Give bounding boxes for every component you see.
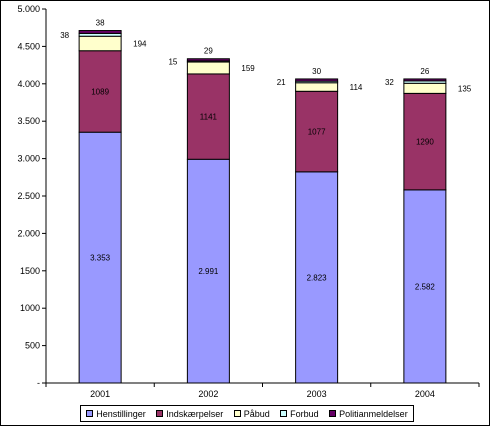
bar-segment (295, 171, 339, 384)
legend-item: Påbud (233, 408, 270, 419)
chart-legend: Henstillinger Indskærpelser Påbud Forbud… (80, 405, 414, 422)
legend-swatch (156, 410, 164, 417)
legend-label: Forbud (290, 408, 319, 419)
data-label: 159 (241, 64, 255, 73)
x-tick-label: 2002 (198, 389, 218, 399)
y-tick-label: 500 (25, 341, 40, 351)
data-label: 2.823 (307, 273, 328, 282)
legend-item: Henstillinger (86, 409, 146, 419)
legend-label: Henstillinger (96, 408, 146, 419)
legend-swatch (233, 410, 241, 417)
data-label: 21 (277, 78, 286, 87)
data-label: 3.353 (90, 254, 111, 263)
legend-item: Politianmeldelser (329, 409, 408, 419)
data-label: 29 (204, 47, 213, 56)
bar-segment (78, 30, 122, 34)
bar-segment (403, 82, 447, 94)
data-label: 1141 (200, 113, 218, 122)
legend-item: Indskærpelser (156, 409, 223, 419)
y-tick-label: 1500 (20, 266, 40, 276)
data-label: 1077 (308, 128, 326, 137)
bar-segment (186, 58, 230, 62)
data-label: 15 (168, 57, 177, 66)
data-label: 1290 (416, 138, 434, 147)
data-label: 135 (458, 84, 472, 93)
data-label: 38 (60, 31, 69, 40)
y-tick-label: 4.500 (17, 41, 40, 51)
data-label: 114 (350, 83, 363, 92)
data-label: 1089 (91, 87, 109, 96)
legend-swatch (280, 410, 288, 417)
y-tick-label: 3.000 (17, 154, 40, 164)
data-label: 194 (133, 39, 147, 48)
bar-segment (295, 78, 339, 82)
bar-segment (403, 92, 447, 191)
x-tick-label: 2004 (415, 389, 435, 399)
chart-plot: - 500 1000 1500 2.000 2.500 3.000 3.500 4.000 4.5… (17, 4, 480, 399)
bar-segment (403, 189, 447, 384)
bar-segment (295, 82, 339, 92)
bar-segment (403, 78, 447, 82)
data-label: 32 (385, 78, 394, 87)
data-label: 2.991 (198, 267, 219, 276)
x-tick-label: 2001 (90, 389, 110, 399)
legend-label: Politianmeldelser (339, 408, 408, 419)
y-tick-label: 5.000 (17, 4, 40, 14)
data-label: 2.582 (415, 282, 436, 291)
data-label: 38 (96, 19, 105, 28)
y-tick-label: 1000 (20, 303, 40, 313)
legend-swatch (329, 410, 337, 417)
y-tick-label: 2.500 (17, 191, 40, 201)
y-tick-label: 4.000 (17, 79, 40, 89)
bar-segment (78, 35, 122, 52)
y-tick-label: - (37, 378, 40, 388)
legend-label: Indskærpelser (166, 408, 224, 419)
y-tick-label: 2.000 (17, 228, 40, 238)
x-tick-label: 2003 (307, 389, 327, 399)
bar-segment (186, 158, 230, 384)
legend-swatch (86, 410, 94, 417)
bar-segment (186, 61, 230, 75)
data-label: 30 (312, 67, 321, 76)
legend-item: Forbud (280, 409, 319, 419)
data-label: 26 (420, 67, 429, 76)
legend-label: Påbud (243, 408, 270, 419)
y-tick-label: 3.500 (17, 116, 40, 126)
